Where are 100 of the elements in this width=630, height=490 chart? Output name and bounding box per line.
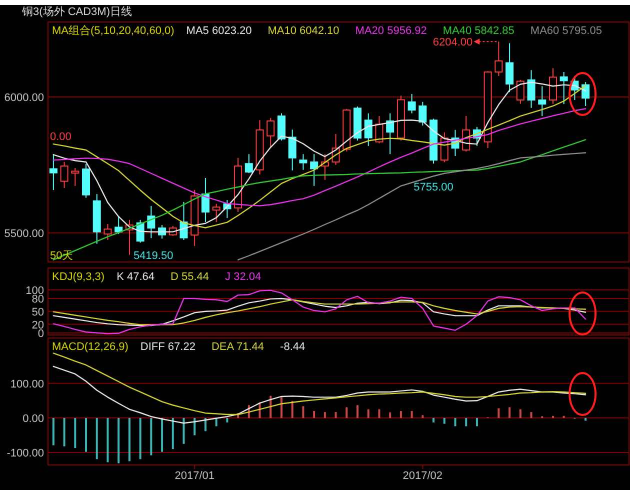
bar: [204, 418, 206, 432]
bar: [226, 418, 228, 422]
annotation: 6204.00: [432, 36, 473, 49]
bar: [52, 418, 54, 446]
bar: [139, 418, 142, 460]
bar: [476, 418, 478, 426]
candlestick: [244, 154, 253, 174]
y-tick-label: 80: [32, 293, 44, 306]
bar: [443, 418, 446, 424]
candlestick: [408, 94, 416, 114]
bar: [194, 418, 196, 436]
candlestick: [60, 161, 68, 189]
candlestick: [418, 101, 427, 126]
candlestick: [560, 72, 568, 105]
line-series: [52, 366, 586, 424]
candlestick: [310, 154, 318, 186]
bar: [106, 418, 109, 462]
bar: [454, 418, 456, 426]
bar: [302, 406, 304, 418]
bar: [410, 411, 413, 418]
y-tick-label: 6000.00: [4, 92, 44, 104]
candlestick: [201, 178, 210, 223]
bar: [291, 400, 294, 418]
bar: [128, 418, 130, 462]
bar: [150, 418, 152, 456]
text: DEA 71.44: [211, 341, 264, 353]
candlestick: [71, 167, 80, 186]
candlestick: [548, 68, 557, 104]
bar: [280, 397, 282, 418]
text: DIFF 67.22: [140, 341, 196, 353]
bar: [182, 418, 185, 444]
candlestick: [266, 117, 275, 149]
annotation: 5755.00: [414, 182, 454, 194]
candlestick: [364, 112, 372, 146]
chart-title: 铜3(场外 CAD3M)日线: [21, 5, 132, 18]
line-series: [52, 139, 586, 260]
bar: [346, 407, 348, 418]
candlestick: [386, 112, 394, 155]
y-tick-label: 50: [32, 306, 44, 318]
bar: [508, 407, 511, 418]
text: D 55.44: [170, 271, 210, 283]
candlestick: [212, 203, 220, 223]
candlestick: [375, 116, 384, 144]
text: MA5 6023.20: [186, 25, 252, 37]
bar: [498, 408, 500, 418]
text: MA40 5842.85: [442, 25, 514, 37]
y-tick-label: 0.00: [22, 412, 44, 425]
y-tick-label: -100.00: [6, 448, 44, 460]
text: MA20 5956.92: [355, 25, 427, 37]
y-tick-label: 100.00: [10, 378, 44, 390]
candlestick: [506, 42, 514, 93]
bar: [465, 418, 468, 426]
bar: [519, 409, 522, 418]
candlestick: [288, 129, 296, 171]
candlestick: [277, 112, 286, 142]
y-tick-label: 5500.00: [4, 228, 44, 240]
legend-title: MACD(12,26,9): [52, 341, 128, 353]
annotation: 5419.50: [133, 250, 174, 262]
bar: [313, 411, 316, 418]
candlestick: [527, 70, 536, 108]
x-tick-label: 2017/01: [174, 470, 214, 482]
candlestick: [104, 223, 112, 240]
bar: [85, 418, 88, 452]
bar: [334, 412, 337, 418]
bar: [118, 418, 120, 464]
bar: [356, 405, 359, 418]
candlestick: [494, 41, 503, 77]
bar: [172, 418, 174, 450]
bar: [584, 418, 587, 421]
series-label: J 32.04: [225, 271, 262, 283]
candlestick: [516, 79, 524, 104]
bar: [389, 412, 392, 418]
candlestick: [299, 154, 308, 170]
bar: [74, 418, 76, 448]
bar: [422, 415, 424, 418]
bar: [96, 418, 98, 460]
candlestick: [147, 206, 156, 239]
x-tick-label: 2017/02: [402, 470, 443, 482]
candlestick: [49, 154, 58, 190]
text: MA60 5795.05: [530, 25, 602, 37]
legend-title: MA组合(5,10,20,40,60,0): [52, 24, 174, 37]
legend-title: KDJ(9,3,3): [52, 271, 105, 283]
bar: [432, 418, 435, 422]
bar: [324, 412, 326, 418]
bar: [63, 418, 66, 446]
text: MA10 6042.10: [268, 25, 340, 37]
text: K 47.64: [116, 271, 154, 283]
bar: [367, 409, 370, 418]
bar: [530, 412, 532, 418]
candlestick: [114, 216, 123, 235]
line-series: [237, 152, 586, 260]
y-tick-label: 0: [38, 328, 44, 340]
line-series: [52, 290, 586, 334]
candlestick: [538, 86, 546, 117]
bar: [400, 411, 402, 418]
annotation: -8.44: [280, 341, 306, 353]
line-series: [52, 352, 586, 416]
annotation: 0.00: [50, 131, 72, 144]
bar: [161, 418, 164, 452]
bar: [378, 409, 380, 418]
